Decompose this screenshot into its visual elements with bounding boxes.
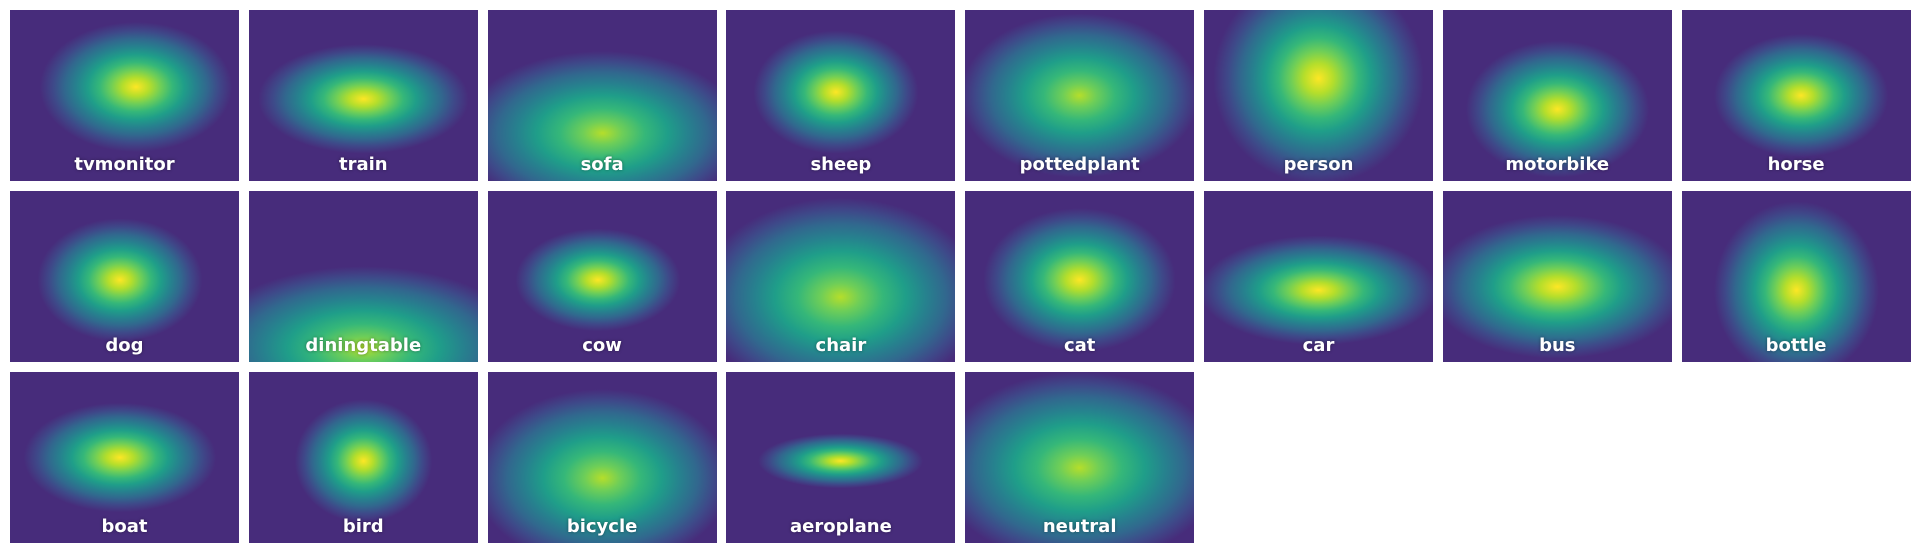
heatmap-tile: neutral bbox=[965, 372, 1195, 544]
tile-label: neutral bbox=[1042, 516, 1117, 538]
tile-label: boat bbox=[101, 516, 148, 538]
tile-label: sofa bbox=[580, 154, 624, 175]
tile-label: horse bbox=[1767, 154, 1825, 175]
tile-label: person bbox=[1283, 154, 1354, 175]
tile-label: tvmonitor bbox=[74, 154, 175, 175]
tile-label: chair bbox=[815, 335, 867, 357]
tile-label: cat bbox=[1063, 335, 1096, 357]
heatmap-tile: sofa bbox=[487, 10, 717, 181]
heatmap-tile: tvmonitor bbox=[10, 10, 239, 181]
tile-label: car bbox=[1302, 335, 1335, 357]
heatmap-tile: diningtable bbox=[248, 191, 478, 363]
heatmap-tile: car bbox=[1204, 191, 1433, 363]
heatmap-tile: sheep bbox=[726, 10, 956, 181]
heatmap-tile: person bbox=[1204, 10, 1433, 181]
heatmap-tile: boat bbox=[10, 372, 239, 544]
heatmap-tile: bus bbox=[1442, 191, 1672, 363]
tile-label: cow bbox=[582, 335, 622, 357]
tile-label: bus bbox=[1539, 335, 1576, 357]
tile-label: dog bbox=[105, 335, 144, 357]
tile-label: diningtable bbox=[305, 335, 422, 357]
heatmap-tile: dog bbox=[10, 191, 239, 363]
tile-label: bird bbox=[342, 516, 384, 538]
heatmap-tile: motorbike bbox=[1442, 10, 1672, 181]
tile-label: pottedplant bbox=[1019, 154, 1140, 175]
heatmap-tile: horse bbox=[1681, 10, 1911, 181]
heatmap-tile: train bbox=[248, 10, 478, 181]
heatmap-tile: chair bbox=[726, 191, 956, 363]
tile-label: aeroplane bbox=[789, 516, 892, 538]
tile-label: motorbike bbox=[1505, 154, 1610, 175]
heatmap-tile: bottle bbox=[1681, 191, 1911, 363]
heatmap-tile: cat bbox=[965, 191, 1195, 363]
heatmap-tile: bicycle bbox=[487, 372, 717, 544]
tile-label: train bbox=[338, 154, 388, 175]
tile-label: bicycle bbox=[566, 516, 638, 538]
heatmap-tile: pottedplant bbox=[965, 10, 1195, 181]
heatmap-tile: aeroplane bbox=[726, 372, 956, 544]
tile-label: bottle bbox=[1765, 335, 1827, 357]
heatmap-tile: cow bbox=[487, 191, 717, 363]
tile-label: sheep bbox=[810, 154, 872, 175]
heatmap-tile: bird bbox=[248, 372, 478, 544]
